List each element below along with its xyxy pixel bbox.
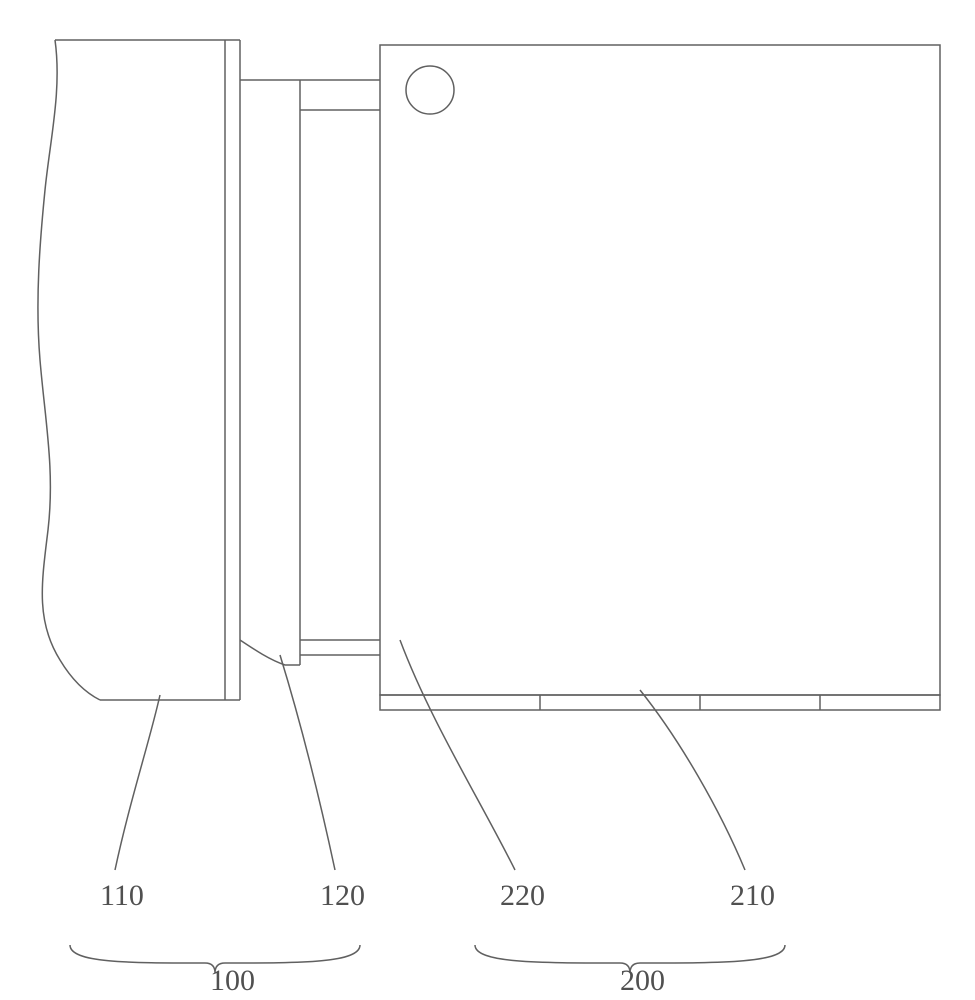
label-100: 100	[210, 964, 255, 997]
label-200: 200	[620, 964, 665, 997]
label-220: 220	[500, 879, 545, 912]
technical-diagram: 110 120 220 210 100 200	[0, 0, 975, 1000]
label-110: 110	[100, 879, 144, 912]
label-210: 210	[730, 879, 775, 912]
label-120: 120	[320, 879, 365, 912]
